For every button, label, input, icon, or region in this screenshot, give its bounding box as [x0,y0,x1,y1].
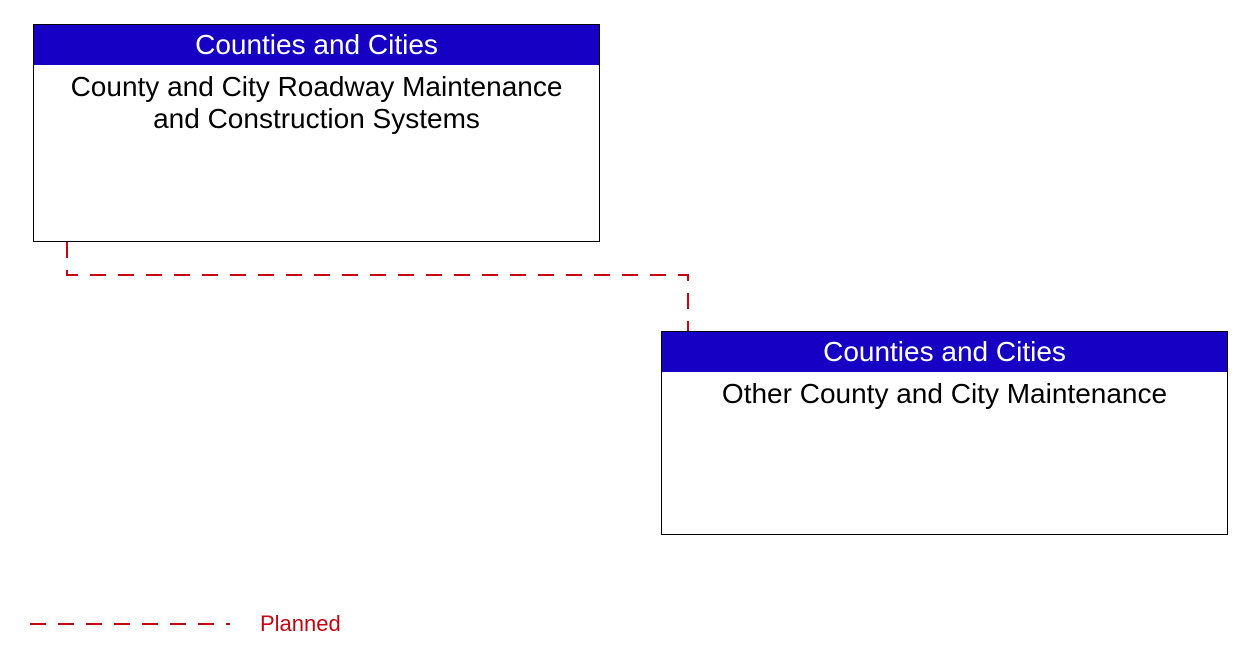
node-body-text: County and City Roadway Maintenance and … [71,71,563,134]
node-body: County and City Roadway Maintenance and … [34,65,599,141]
node-roadway-maintenance: Counties and Cities County and City Road… [33,24,600,242]
edge-path [67,242,688,331]
node-header-text: Counties and Cities [195,29,438,60]
node-header: Counties and Cities [662,332,1227,372]
node-header: Counties and Cities [34,25,599,65]
legend-label: Planned [260,611,341,637]
node-body: Other County and City Maintenance [662,372,1227,416]
legend-line [30,622,230,626]
legend: Planned [30,611,341,637]
node-body-text: Other County and City Maintenance [722,378,1167,409]
node-header-text: Counties and Cities [823,336,1066,367]
node-other-maintenance: Counties and Cities Other County and Cit… [661,331,1228,535]
